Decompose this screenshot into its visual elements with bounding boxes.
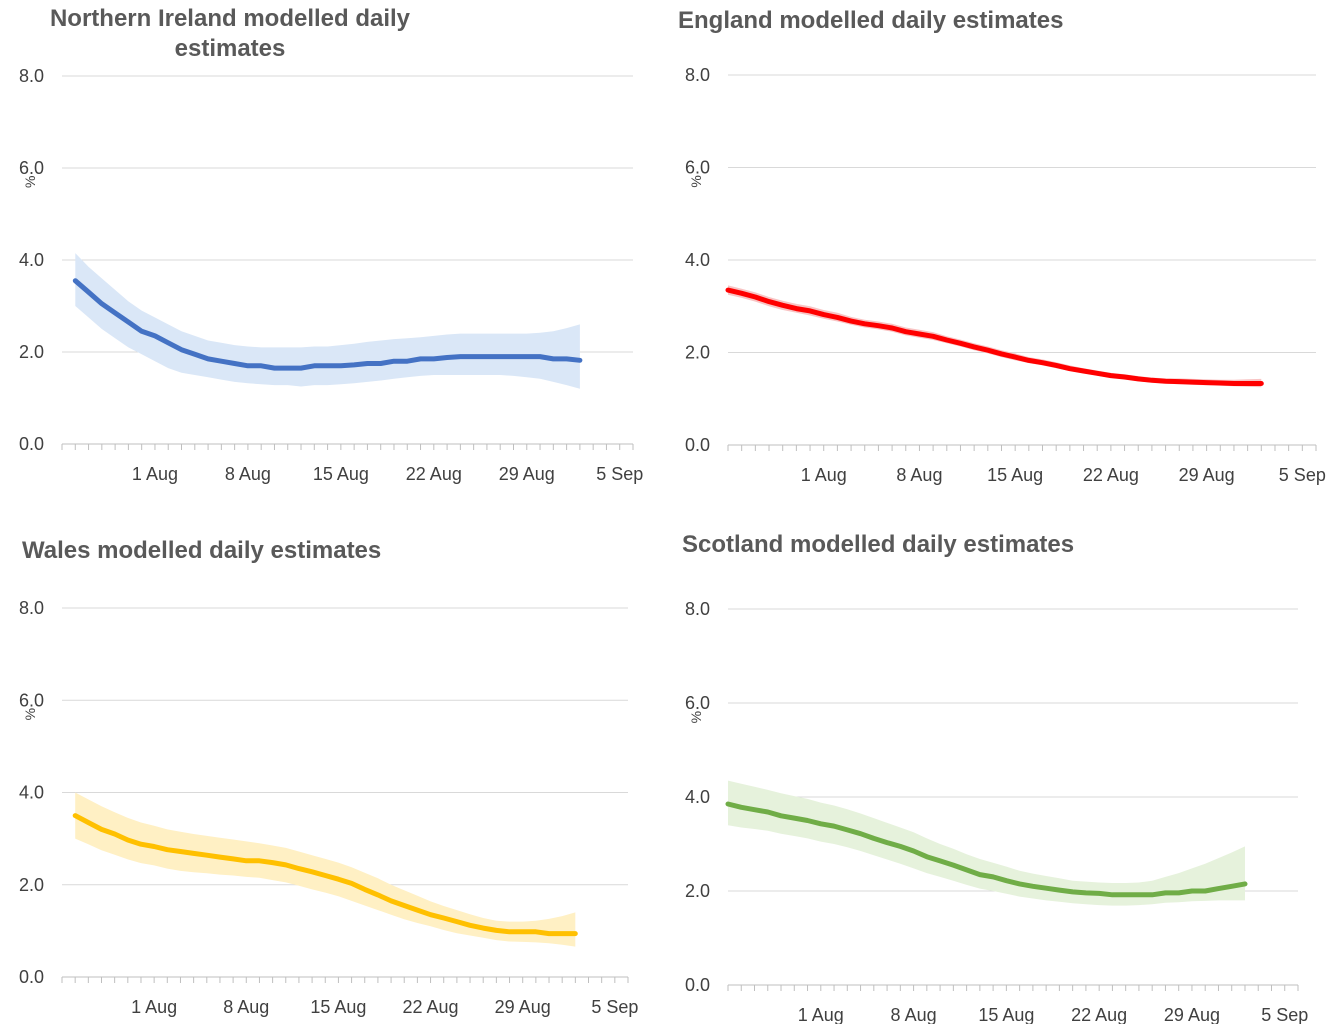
y-tick-label: 2.0 [685,343,710,363]
y-tick-label: 4.0 [685,250,710,270]
y-tick-label: 6.0 [19,690,44,710]
y-tick-label: 8.0 [19,66,44,86]
chart-svg: 0.0 2.0 4.0 6.0 8.0% 1 Aug 8 Aug 15 Aug 22 Aug 29… [685,65,1326,485]
x-tick-label: 8 Aug [223,997,269,1017]
y-tick-label: 0.0 [685,975,710,995]
series-line [72,813,578,937]
chart-svg: 0.0 2.0 4.0 6.0 8.0% 1 Aug 8 Aug 15 Aug 22 Aug 29… [19,66,643,484]
x-tick-label: 5 Sep [1279,465,1326,485]
x-tick-label: 5 Sep [591,997,638,1017]
y-tick-label: 8.0 [685,599,710,619]
chart-panel-wales: Wales modelled daily estimates 0.0 2.0 4.0… [0,512,668,1024]
x-tick-label: 22 Aug [403,997,459,1017]
y-tick-label: 4.0 [19,783,44,803]
x-tick-label: 1 Aug [131,997,177,1017]
x-tick-label: 5 Sep [596,464,643,484]
x-tick-label: 29 Aug [1179,465,1235,485]
chart-panel-northern-ireland: Northern Ireland modelled daily estimate… [0,0,668,512]
x-tick-label: 15 Aug [978,1005,1034,1024]
y-axis-label: % [688,711,704,723]
y-axis-label: % [688,175,704,187]
chart-title: Wales modelled daily estimates [22,537,382,564]
series-line [725,801,1248,898]
chart-title: England modelled daily estimates [678,7,1064,34]
x-tick-label: 15 Aug [987,465,1043,485]
x-tick-label: 29 Aug [1164,1005,1220,1024]
y-tick-label: 2.0 [685,881,710,901]
y-tick-label: 8.0 [685,65,710,85]
x-tick-label: 15 Aug [313,464,369,484]
x-tick-label: 22 Aug [406,464,462,484]
y-tick-label: 0.0 [19,434,44,454]
x-tick-label: 1 Aug [132,464,178,484]
chart-svg: 0.0 2.0 4.0 6.0 8.0% 1 Aug 8 Aug 15 Aug 22 Aug 29… [19,598,638,1017]
x-tick-label: 1 Aug [801,465,847,485]
y-axis-label: % [22,176,38,188]
chart-panel-scotland: Scotland modelled daily estimates 0.0 2.0… [668,512,1336,1024]
chart-svg: 0.0 2.0 4.0 6.0 8.0% 1 Aug 8 Aug 15 Aug 22 Aug 29… [685,599,1308,1024]
x-tick-label: 15 Aug [310,997,366,1017]
y-tick-label: 0.0 [685,435,710,455]
x-tick-label: 8 Aug [896,465,942,485]
confidence-band [75,253,580,389]
y-tick-label: 0.0 [19,967,44,987]
series-line [72,278,583,371]
chart-panel-england: England modelled daily estimates 0.0 2.0 4… [668,0,1336,512]
x-tick-label: 29 Aug [499,464,555,484]
y-tick-label: 2.0 [19,342,44,362]
x-tick-label: 5 Sep [1261,1005,1308,1024]
series-line [725,287,1264,386]
confidence-band [728,285,1262,388]
chart-title: Northern Ireland modelled daily estimate… [49,5,411,62]
y-tick-label: 4.0 [19,250,44,270]
y-tick-label: 6.0 [685,158,710,178]
x-tick-label: 8 Aug [891,1005,937,1024]
y-tick-label: 4.0 [685,787,710,807]
confidence-band [75,792,576,947]
confidence-band [728,780,1245,906]
x-tick-label: 22 Aug [1083,465,1139,485]
y-tick-label: 2.0 [19,875,44,895]
chart-title: Scotland modelled daily estimates [682,531,1075,558]
y-tick-label: 6.0 [19,158,44,178]
x-tick-label: 1 Aug [798,1005,844,1024]
y-tick-label: 8.0 [19,598,44,618]
x-tick-label: 29 Aug [495,997,551,1017]
x-tick-label: 22 Aug [1071,1005,1127,1024]
y-tick-label: 6.0 [685,693,710,713]
x-tick-label: 8 Aug [225,464,271,484]
y-axis-label: % [22,708,38,720]
